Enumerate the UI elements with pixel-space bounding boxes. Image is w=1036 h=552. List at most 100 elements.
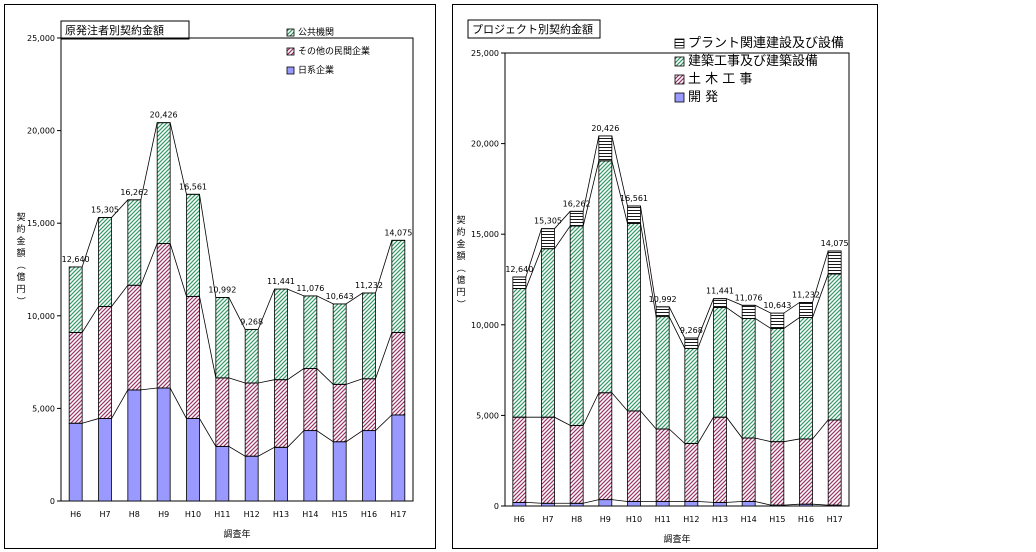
bar-segment [684,337,699,349]
series-connector-line [69,122,405,330]
bar-segment [512,416,527,503]
bar-segment [827,250,842,275]
y-tick-label: 10,000 [27,312,55,321]
total-label: 10,643 [326,292,354,301]
y-axis-label-char: 約 [16,223,25,235]
bar-segment [655,428,670,502]
bar-segment [127,389,142,502]
series-connector-line [512,160,842,349]
total-label: 10,992 [649,295,677,304]
bar-segment [770,312,785,329]
right-chart-panel: プロジェクト別契約金額 0 5,000 10,000 15,000 20,000 25,00… [452,4,878,549]
y-tick-label: 0 [50,497,55,506]
x-tick-label: H14 [302,510,318,519]
legend-label: 土 木 工 事 [688,72,752,87]
total-label: 9,268 [240,317,263,326]
y-axis-label-char: （ [15,260,26,269]
total-label: 16,561 [620,194,648,203]
bar-segment [684,347,699,444]
bar-segment [827,419,842,506]
x-tick-label: H6 [514,515,525,524]
y-axis-label-char: 金 [16,235,25,247]
y-axis-label-char: 約 [456,226,465,238]
total-label: 11,076 [296,284,324,293]
bar-segment [512,276,527,289]
total-label: 20,426 [591,124,619,133]
bar-segment [127,284,142,391]
bar-segment [627,501,641,507]
chart-title: 原発注者別契約金額 [65,23,164,37]
bar-segment [156,122,171,244]
chart-title-box [467,19,601,39]
legend-label: その他の民間企業 [298,45,370,57]
bar-segment [799,438,813,505]
bar-segment [68,266,83,333]
chart-title-box [60,20,190,40]
bar-segment [274,288,288,381]
bar-segment [741,304,756,319]
bar-segment [627,222,641,412]
bar-segment [655,501,670,507]
bar-segment [541,502,555,507]
y-axis-label-char: ） [455,299,466,308]
x-tick-label: H10 [185,510,201,519]
x-tick-label: H14 [741,515,757,524]
bar-segment [391,414,406,502]
bar-segment [512,501,527,507]
legend-swatch [674,92,685,103]
bar-segment [569,424,584,504]
bar-segment [770,441,785,506]
bar-segment [186,193,200,297]
chart-by-client: 原発注者別契約金額 0 5,000 10,000 15,000 20,000 25,000 契… [15,20,414,540]
bar-segment [741,501,756,507]
total-label: 11,232 [792,290,820,299]
x-tick-label: H8 [129,510,140,519]
x-tick-label: H10 [626,515,642,524]
legend-swatch [674,56,685,67]
total-label: 10,992 [208,285,236,294]
x-tick-label: H9 [158,510,169,519]
total-label: 20,426 [150,111,178,120]
bar-segment [770,328,785,443]
x-tick-label: H16 [798,515,814,524]
y-tick-label: 20,000 [471,140,499,149]
y-tick-label: 25,000 [27,34,55,43]
bar-segment [362,430,376,502]
total-label: 16,561 [179,182,207,191]
legend-swatch [286,47,295,56]
legend-label: 日系企業 [298,64,334,76]
bar-segment [391,332,406,416]
bar-segment [713,307,727,418]
chart-by-project: プロジェクト別契約金額 0 5,000 10,000 15,000 20,000 25,00… [455,19,850,545]
total-label: 15,305 [534,217,562,226]
bar-segment [244,455,259,502]
total-label: 9,268 [680,326,703,335]
legend-label: 公共機関 [298,26,334,38]
y-axis-label-char: 契 [16,211,25,223]
x-tick-label: H8 [571,515,582,524]
bar-segment [303,295,318,369]
series-connector-line [512,135,842,339]
y-tick-label: 15,000 [471,230,499,239]
bar-segment [332,383,347,443]
x-tick-label: H17 [390,510,406,519]
y-axis-label-char: 億 [16,271,25,283]
x-axis-label: 調査年 [663,533,690,545]
legend-label: プラント関連建設及び設備 [688,35,844,51]
total-label: 10,643 [763,301,791,310]
y-axis-label-char: 額 [16,247,25,259]
y-axis-label-char: 額 [456,250,465,262]
total-label: 16,262 [563,199,591,208]
y-axis-label-char: （ [455,263,466,272]
bar-segment [244,382,259,457]
bar-segment [98,418,112,502]
bar-segment [713,501,727,507]
bar-segment [244,328,259,384]
bar-segment [684,501,699,507]
bar-segment [98,306,112,419]
total-label: 11,441 [267,277,295,286]
x-tick-label: H6 [70,510,81,519]
bar-segment [598,499,613,507]
bar-segment [156,243,171,389]
x-tick-label: H12 [244,510,260,519]
